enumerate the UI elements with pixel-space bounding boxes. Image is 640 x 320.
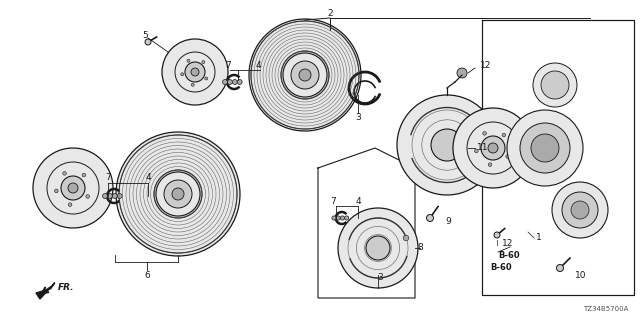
- Circle shape: [281, 51, 329, 99]
- Circle shape: [426, 214, 433, 221]
- Circle shape: [479, 129, 486, 136]
- Circle shape: [61, 176, 85, 200]
- Text: B-60: B-60: [498, 251, 520, 260]
- Circle shape: [366, 236, 390, 260]
- Circle shape: [541, 71, 569, 99]
- Circle shape: [344, 216, 349, 220]
- Circle shape: [397, 95, 497, 195]
- Text: TZ34B5700A: TZ34B5700A: [582, 306, 628, 312]
- Circle shape: [116, 132, 240, 256]
- Circle shape: [531, 134, 559, 162]
- Circle shape: [145, 39, 151, 45]
- Text: 10: 10: [575, 270, 586, 279]
- Polygon shape: [36, 283, 55, 299]
- Circle shape: [291, 61, 319, 89]
- Text: 4: 4: [355, 196, 361, 205]
- Circle shape: [506, 155, 509, 158]
- Circle shape: [332, 216, 336, 220]
- Text: 7: 7: [105, 173, 111, 182]
- Circle shape: [571, 201, 589, 219]
- Circle shape: [191, 83, 194, 86]
- Circle shape: [223, 80, 227, 84]
- Text: 7: 7: [225, 60, 231, 69]
- Circle shape: [557, 265, 563, 271]
- Circle shape: [488, 143, 498, 153]
- Text: 1: 1: [536, 234, 541, 243]
- Circle shape: [552, 182, 608, 238]
- Text: B-60: B-60: [490, 263, 511, 273]
- Circle shape: [507, 110, 583, 186]
- Circle shape: [63, 172, 67, 175]
- Circle shape: [33, 148, 113, 228]
- Circle shape: [488, 163, 492, 166]
- Circle shape: [431, 129, 463, 161]
- Circle shape: [185, 62, 205, 82]
- Circle shape: [108, 194, 113, 198]
- Circle shape: [172, 188, 184, 200]
- Circle shape: [299, 69, 311, 81]
- Circle shape: [164, 180, 192, 208]
- Circle shape: [502, 133, 506, 137]
- Circle shape: [68, 183, 78, 193]
- Text: 3: 3: [355, 114, 361, 123]
- Circle shape: [483, 132, 486, 135]
- Text: 4: 4: [255, 60, 261, 69]
- Circle shape: [102, 194, 108, 198]
- Circle shape: [117, 194, 122, 198]
- Circle shape: [460, 145, 466, 151]
- Circle shape: [227, 80, 232, 84]
- Text: 12: 12: [502, 238, 513, 247]
- Text: FR.: FR.: [58, 283, 74, 292]
- Circle shape: [86, 195, 90, 198]
- Text: 4: 4: [145, 173, 151, 182]
- Circle shape: [249, 19, 361, 131]
- Circle shape: [154, 170, 202, 218]
- Circle shape: [156, 172, 200, 216]
- Circle shape: [232, 80, 237, 84]
- Text: 3: 3: [377, 274, 383, 283]
- Circle shape: [336, 216, 340, 220]
- Circle shape: [338, 208, 418, 288]
- Text: 6: 6: [144, 271, 150, 281]
- Circle shape: [520, 123, 570, 173]
- Text: 12: 12: [480, 61, 492, 70]
- Circle shape: [180, 73, 184, 76]
- Circle shape: [562, 192, 598, 228]
- Circle shape: [340, 216, 344, 220]
- Circle shape: [82, 173, 86, 177]
- Circle shape: [283, 53, 327, 97]
- Circle shape: [453, 108, 533, 188]
- Circle shape: [54, 189, 58, 193]
- Circle shape: [457, 68, 467, 78]
- Text: 5: 5: [142, 30, 148, 39]
- Circle shape: [187, 59, 190, 62]
- Text: 9: 9: [445, 218, 451, 227]
- Circle shape: [403, 235, 409, 241]
- Circle shape: [205, 77, 208, 80]
- Circle shape: [474, 149, 478, 153]
- Circle shape: [202, 60, 205, 64]
- Bar: [482, 20, 634, 295]
- Circle shape: [481, 136, 505, 160]
- Circle shape: [494, 232, 500, 238]
- Circle shape: [237, 80, 242, 84]
- Text: 11: 11: [477, 143, 488, 153]
- Circle shape: [533, 63, 577, 107]
- Circle shape: [113, 194, 117, 198]
- Text: 2: 2: [327, 10, 333, 19]
- Text: 7: 7: [330, 196, 336, 205]
- Circle shape: [162, 39, 228, 105]
- Text: 8: 8: [417, 244, 423, 252]
- Circle shape: [68, 203, 72, 206]
- Circle shape: [191, 68, 199, 76]
